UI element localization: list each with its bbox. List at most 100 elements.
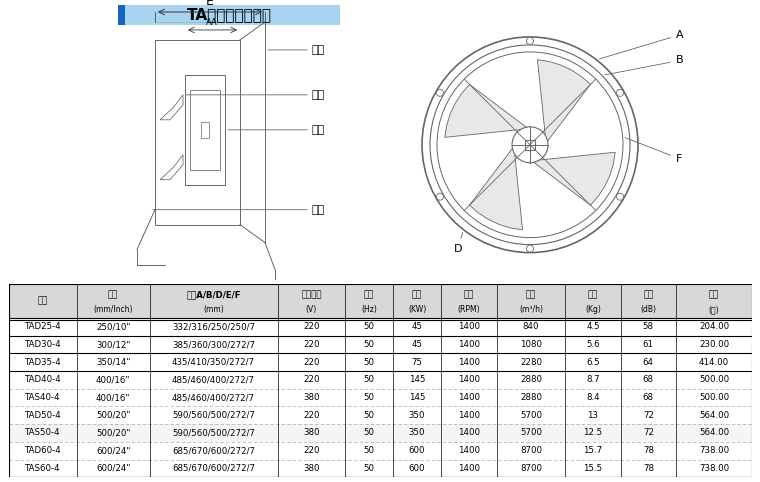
Text: 68: 68 xyxy=(643,393,654,402)
Text: 重量: 重量 xyxy=(588,291,598,300)
Text: 400/16": 400/16" xyxy=(96,375,131,385)
Text: 220: 220 xyxy=(303,411,320,420)
Text: (KW): (KW) xyxy=(408,305,426,314)
Text: 转速: 转速 xyxy=(464,291,474,300)
Polygon shape xyxy=(470,148,523,230)
Circle shape xyxy=(616,193,623,200)
Text: A: A xyxy=(599,30,684,59)
Text: 685/670/600/272/7: 685/670/600/272/7 xyxy=(172,446,255,455)
Text: 485/460/400/272/7: 485/460/400/272/7 xyxy=(172,375,255,385)
Text: 220: 220 xyxy=(303,446,320,455)
Text: 45: 45 xyxy=(412,322,423,332)
Bar xyxy=(190,90,220,170)
Text: 600/24": 600/24" xyxy=(96,446,131,455)
Text: 50: 50 xyxy=(364,375,375,385)
Text: 1400: 1400 xyxy=(458,446,480,455)
Text: 385/360/300/272/7: 385/360/300/272/7 xyxy=(172,340,255,349)
Bar xyxy=(185,75,225,185)
Text: 414.00: 414.00 xyxy=(699,358,729,367)
Text: 1400: 1400 xyxy=(458,340,480,349)
Text: 1400: 1400 xyxy=(458,393,480,402)
Text: 型号: 型号 xyxy=(38,297,48,306)
Text: (Kg): (Kg) xyxy=(585,305,601,314)
Text: 圆筒: 圆筒 xyxy=(312,45,325,55)
Bar xyxy=(525,140,535,150)
Text: 58: 58 xyxy=(643,322,654,332)
Text: 5700: 5700 xyxy=(520,428,542,438)
Text: 485/460/400/272/7: 485/460/400/272/7 xyxy=(172,393,255,402)
Text: 15.7: 15.7 xyxy=(584,446,603,455)
Text: 电机: 电机 xyxy=(312,125,325,135)
Text: 50: 50 xyxy=(364,428,375,438)
Text: 350: 350 xyxy=(409,428,426,438)
Text: 564.00: 564.00 xyxy=(699,411,729,420)
Text: 单价: 单价 xyxy=(709,291,719,300)
Text: (dB): (dB) xyxy=(641,305,657,314)
Text: 145: 145 xyxy=(409,375,426,385)
Text: 4.5: 4.5 xyxy=(586,322,600,332)
Text: 250/10": 250/10" xyxy=(96,322,131,332)
Text: 1400: 1400 xyxy=(458,428,480,438)
Text: 400/16": 400/16" xyxy=(96,393,131,402)
Text: TAD30-4: TAD30-4 xyxy=(24,340,62,349)
Text: 590/560/500/272/7: 590/560/500/272/7 xyxy=(172,428,255,438)
Text: 738.00: 738.00 xyxy=(699,446,729,455)
Text: 2880: 2880 xyxy=(520,393,542,402)
Text: TAS50-4: TAS50-4 xyxy=(25,428,61,438)
Polygon shape xyxy=(445,84,526,137)
Text: 8.4: 8.4 xyxy=(586,393,600,402)
Text: TAS40-4: TAS40-4 xyxy=(25,393,61,402)
Text: 1400: 1400 xyxy=(458,322,480,332)
FancyBboxPatch shape xyxy=(9,424,752,442)
Text: 频率: 频率 xyxy=(364,291,375,300)
Text: F: F xyxy=(625,138,682,164)
Circle shape xyxy=(616,89,623,96)
FancyBboxPatch shape xyxy=(118,5,340,25)
Text: 300/12": 300/12" xyxy=(96,340,131,349)
Circle shape xyxy=(436,89,443,96)
Text: 72: 72 xyxy=(643,411,654,420)
Text: 220: 220 xyxy=(303,358,320,367)
Text: 78: 78 xyxy=(643,446,654,455)
Text: 590/560/500/272/7: 590/560/500/272/7 xyxy=(172,411,255,420)
Text: 350: 350 xyxy=(409,411,426,420)
Text: 332/316/250/250/7: 332/316/250/250/7 xyxy=(172,322,255,332)
Circle shape xyxy=(527,38,534,44)
Text: TAD35-4: TAD35-4 xyxy=(24,358,62,367)
Text: 564.00: 564.00 xyxy=(699,428,729,438)
Text: 738.00: 738.00 xyxy=(699,464,729,473)
Circle shape xyxy=(436,193,443,200)
Text: (RPM): (RPM) xyxy=(458,305,480,314)
Text: (mm/Inch): (mm/Inch) xyxy=(93,305,133,314)
FancyBboxPatch shape xyxy=(118,5,125,25)
Text: 50: 50 xyxy=(364,358,375,367)
Text: 50: 50 xyxy=(364,322,375,332)
Text: 600: 600 xyxy=(409,446,426,455)
Text: (元): (元) xyxy=(708,305,719,314)
Text: 50: 50 xyxy=(364,446,375,455)
Text: 支撑: 支撑 xyxy=(312,205,325,214)
Text: 15.5: 15.5 xyxy=(584,464,603,473)
Text: 350/14": 350/14" xyxy=(96,358,131,367)
Text: 600/24": 600/24" xyxy=(96,464,131,473)
Text: 500.00: 500.00 xyxy=(699,375,729,385)
Text: 1400: 1400 xyxy=(458,375,480,385)
Text: 64: 64 xyxy=(643,358,654,367)
Text: (V): (V) xyxy=(306,305,317,314)
Text: 8700: 8700 xyxy=(520,464,542,473)
Text: 380: 380 xyxy=(303,464,320,473)
Text: TAD40-4: TAD40-4 xyxy=(24,375,62,385)
Polygon shape xyxy=(537,60,591,141)
Text: TAS60-4: TAS60-4 xyxy=(25,464,61,473)
Text: 12.5: 12.5 xyxy=(584,428,603,438)
Text: 500.00: 500.00 xyxy=(699,393,729,402)
Text: 尺寸A/B/D/E/F: 尺寸A/B/D/E/F xyxy=(186,291,241,300)
Bar xyxy=(201,122,209,138)
Text: 78: 78 xyxy=(643,464,654,473)
Text: 8700: 8700 xyxy=(520,446,542,455)
Text: 380: 380 xyxy=(303,428,320,438)
Text: 6.5: 6.5 xyxy=(586,358,600,367)
Text: 50: 50 xyxy=(364,393,375,402)
Text: 2280: 2280 xyxy=(520,358,542,367)
Text: 220: 220 xyxy=(303,375,320,385)
